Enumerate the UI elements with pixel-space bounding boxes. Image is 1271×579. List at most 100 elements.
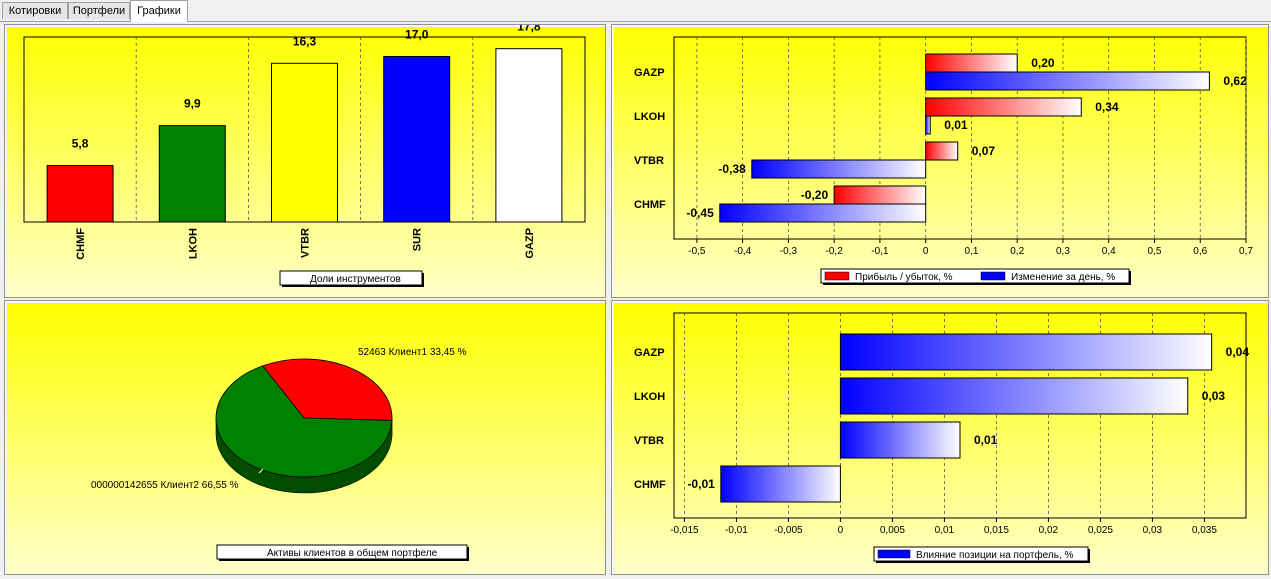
legend-label: Влияние позиции на портфель, % — [916, 549, 1073, 561]
plot-frame — [673, 312, 1247, 519]
tick-label: -0,005 — [774, 525, 803, 536]
legend — [279, 270, 423, 286]
category-label: LKOH — [187, 228, 199, 259]
value-label: 0,04 — [1226, 345, 1250, 359]
tick-label: 0 — [838, 525, 844, 536]
bar-sur — [383, 55, 451, 223]
bar-gazp — [925, 71, 1210, 91]
bar-lkoh — [925, 97, 1082, 117]
tick-label: -0,2 — [826, 246, 844, 257]
pie-label-client2: 000000142655 Клиент2 66,55 % — [91, 480, 239, 491]
bar-chmf — [719, 203, 927, 223]
value-label: -0,20 — [801, 188, 829, 202]
tick-label: 0,4 — [1102, 246, 1116, 257]
category-label: LKOH — [634, 111, 665, 123]
bar-vtbr — [751, 159, 927, 179]
bar-gazp — [925, 53, 1018, 73]
bar-chmf — [720, 465, 841, 503]
tick-label: 0,025 — [1088, 525, 1113, 536]
tick-label: 0,1 — [964, 246, 978, 257]
tick-label: 0 — [923, 246, 929, 257]
value-label: 17,8 — [517, 25, 541, 34]
category-label: VTBR — [300, 228, 312, 258]
profit-chart-panel: -0,5 -0,4 -0,3 -0,2 -0,1 0 0,1 0,2 0,3 0,4 0,5 0,6 0… — [611, 24, 1269, 298]
tab-charts[interactable]: Графики — [130, 0, 188, 22]
clients-assets-pie-chart: 52463 Клиент1 33,45 % 000000142655 Клиент… — [7, 303, 605, 574]
bar-lkoh — [839, 377, 1189, 415]
bar-lkoh — [158, 125, 226, 223]
tick-label: -0,015 — [670, 525, 699, 536]
bar-chmf — [46, 165, 114, 223]
category-label: GAZP — [634, 67, 665, 79]
profit-change-chart: -0,5 -0,4 -0,3 -0,2 -0,1 0 0,1 0,2 0,3 0,4 0,5 0,6 0… — [614, 27, 1268, 297]
legend-label: Прибыль / убыток, % — [855, 271, 953, 283]
bar-gazp — [495, 48, 563, 223]
bar-gazp — [839, 333, 1213, 371]
bar-chmf — [833, 185, 927, 205]
legend — [873, 546, 1089, 562]
value-label: 5,8 — [72, 137, 89, 151]
value-label: 0,62 — [1223, 74, 1247, 88]
value-label: 17,0 — [405, 27, 429, 41]
tick-label: -0,5 — [688, 246, 706, 257]
category-label: GAZP — [634, 347, 665, 359]
clients-pie-panel: 52463 Клиент1 33,45 % 000000142655 Клиент… — [4, 300, 606, 575]
value-label: -0,01 — [687, 477, 715, 491]
tick-label: -0,01 — [725, 525, 748, 536]
tick-label: 0,02 — [1039, 525, 1059, 536]
tick-label: -0,4 — [734, 246, 752, 257]
legend-label: Изменение за день, % — [1011, 272, 1115, 283]
bar-vtbr — [839, 421, 961, 459]
pie-slice-2 — [215, 365, 393, 478]
legend-label: Доли инструментов — [310, 274, 401, 285]
value-label: 0,01 — [974, 433, 998, 447]
legend — [820, 268, 1130, 284]
tick-label: 0,6 — [1193, 246, 1207, 257]
category-label: CHMF — [634, 199, 666, 211]
tick-label: -0,1 — [871, 246, 889, 257]
tab-quotes[interactable]: Котировки — [2, 2, 68, 19]
category-label: CHMF — [75, 228, 87, 260]
plot-frame — [673, 36, 1247, 240]
value-label: -0,38 — [718, 162, 746, 176]
tick-label: 0,035 — [1192, 525, 1217, 536]
legend-swatch-profit — [824, 271, 850, 281]
category-label: VTBR — [634, 155, 664, 167]
value-label: 0,34 — [1095, 100, 1119, 114]
shares-chart: 5,8 CHMF 9,9 LKOH 16,3 VTBR 17,0 SUR 17,8 GAZP Дол… — [7, 25, 605, 297]
value-label: 16,3 — [293, 34, 317, 48]
value-label: -0,45 — [686, 206, 714, 220]
value-label: 0,01 — [944, 118, 968, 132]
legend-swatch — [877, 549, 911, 559]
legend-label: Активы клиентов в общем портфеле — [267, 547, 438, 559]
pie-label-client1: 52463 Клиент1 33,45 % — [358, 347, 467, 358]
tick-label: 0,5 — [1148, 246, 1162, 257]
legend — [216, 544, 468, 560]
shares-chart-panel: 5,8 CHMF 9,9 LKOH 16,3 VTBR 17,0 SUR 17,8 GAZP Дол… — [4, 24, 606, 298]
category-label: CHMF — [634, 479, 666, 491]
tab-strip: Котировки Портфели Графики — [0, 0, 1271, 22]
category-label: GAZP — [524, 228, 536, 259]
pie-slice-1 — [262, 358, 393, 421]
bar-vtbr — [925, 141, 959, 161]
tick-label: 0,7 — [1239, 246, 1253, 257]
bar-vtbr — [271, 62, 338, 223]
position-impact-chart: -0,015 -0,01 -0,005 0 0,005 0,01 0,015 0,02 0,02… — [614, 303, 1268, 574]
pie-leader-line — [258, 468, 264, 474]
tick-label: 0,01 — [935, 525, 955, 536]
legend-swatch-change — [980, 271, 1006, 281]
bar-lkoh — [925, 115, 931, 135]
value-label: 0,07 — [972, 144, 996, 158]
tick-label: 0,03 — [1143, 525, 1163, 536]
tick-label: -0,3 — [780, 246, 798, 257]
tab-portfolios[interactable]: Портфели — [68, 2, 130, 19]
impact-chart-panel: -0,015 -0,01 -0,005 0 0,005 0,01 0,015 0,02 0,02… — [611, 300, 1269, 575]
tick-label: 0,2 — [1010, 246, 1024, 257]
tick-label: 0,015 — [984, 525, 1009, 536]
value-label: 0,20 — [1031, 56, 1055, 70]
tick-label: 0,005 — [880, 525, 905, 536]
category-label: SUR — [412, 228, 424, 251]
category-label: VTBR — [634, 435, 664, 447]
tick-label: 0,3 — [1056, 246, 1070, 257]
category-label: LKOH — [634, 391, 665, 403]
